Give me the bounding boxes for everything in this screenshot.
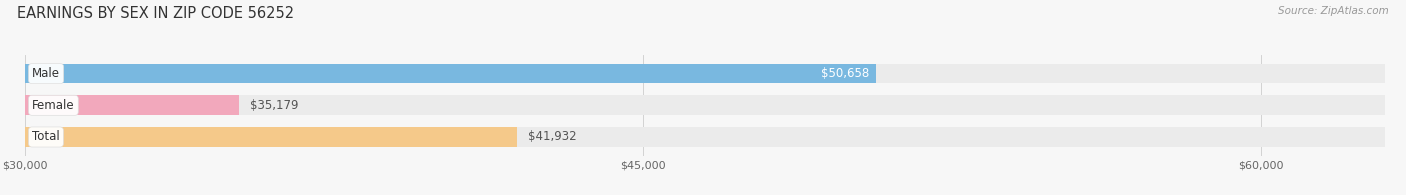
Bar	[25, 127, 1385, 147]
Bar	[25, 127, 517, 147]
Text: Total: Total	[32, 130, 60, 144]
Text: Source: ZipAtlas.com: Source: ZipAtlas.com	[1278, 6, 1389, 16]
Text: $50,658: $50,658	[821, 67, 870, 80]
Text: $35,179: $35,179	[249, 99, 298, 112]
Bar	[25, 96, 1385, 115]
Text: Female: Female	[32, 99, 75, 112]
Text: Male: Male	[32, 67, 60, 80]
Text: EARNINGS BY SEX IN ZIP CODE 56252: EARNINGS BY SEX IN ZIP CODE 56252	[17, 6, 294, 21]
Bar	[25, 96, 239, 115]
Text: $41,932: $41,932	[527, 130, 576, 144]
Bar	[25, 64, 876, 83]
Bar	[25, 64, 1385, 83]
